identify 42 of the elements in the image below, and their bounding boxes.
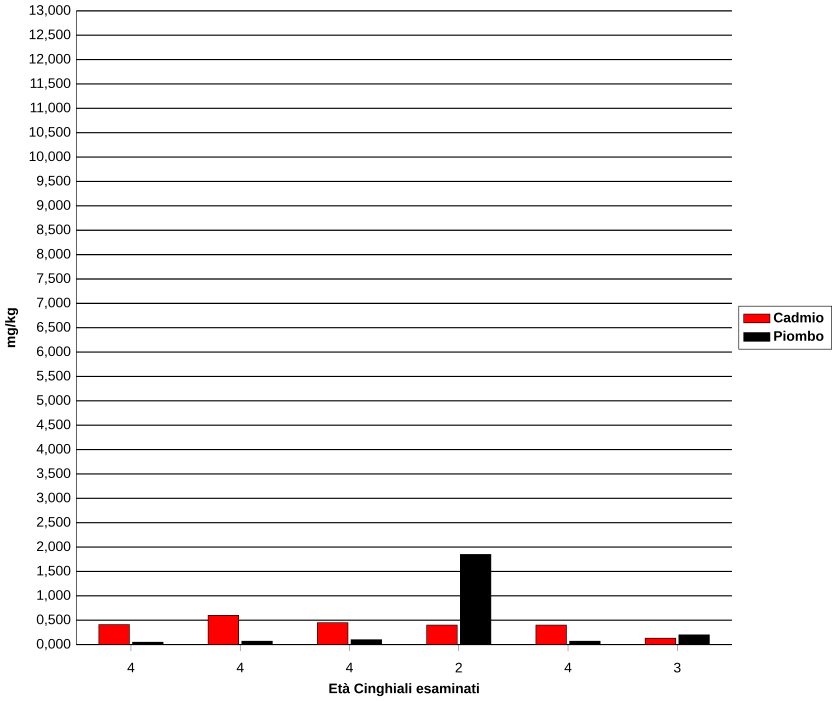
y-tick-label: 12,000	[30, 54, 70, 66]
y-tick-label: 1,000	[37, 590, 70, 602]
y-tick-label: 7,500	[37, 273, 70, 285]
y-tick-label: 0,500	[36, 614, 70, 626]
y-tick-label: 9,000	[36, 200, 70, 212]
y-tick-label: 8,000	[36, 248, 70, 260]
bar	[208, 615, 239, 644]
y-tick-label: 6,500	[37, 322, 70, 334]
y-tick-label: 0,000	[36, 638, 70, 650]
bar	[536, 624, 566, 644]
y-tick-label: 10,000	[30, 151, 70, 163]
x-tick-label: 4	[564, 662, 572, 672]
y-tick-label: 3,500	[36, 468, 70, 480]
y-tick-label: 5,000	[36, 394, 70, 406]
bar	[98, 624, 130, 644]
y-axis-title: mg/kg	[5, 308, 18, 348]
y-tick-label: 8,500	[36, 224, 70, 236]
bar	[317, 622, 348, 644]
legend-label: Piombo	[774, 330, 824, 341]
y-tick-label: 7,000	[37, 297, 70, 309]
y-tick-label: 4,500	[36, 419, 70, 431]
x-tick-label: 4	[127, 662, 134, 672]
y-tick-label: 12,500	[30, 29, 70, 41]
y-tick-label: 11,500	[30, 78, 70, 90]
y-tick-label: 2,000	[37, 541, 70, 553]
x-tick-label: 4	[236, 662, 244, 672]
y-tick-label: 2,500	[37, 516, 70, 528]
y-tick-label: 10,500	[30, 126, 70, 138]
y-tick-label: 3,000	[36, 492, 70, 504]
x-tick-label: 3	[674, 662, 681, 672]
y-tick-label: 13,000	[30, 4, 70, 16]
y-tick-label: 6,000	[37, 346, 70, 358]
y-tick-label: 9,500	[36, 176, 70, 188]
bar	[426, 624, 458, 644]
y-tick-label: 5,500	[36, 370, 70, 382]
legend-label: Cadmio	[774, 312, 824, 322]
y-tick-label: 1,500	[37, 566, 70, 578]
x-tick-label: 2	[456, 662, 462, 672]
y-tick-label: 11,000	[30, 102, 70, 114]
x-tick-label: 4	[346, 662, 353, 672]
x-axis-title: Età Cinghiali esaminati	[329, 682, 479, 696]
y-tick-label: 4,000	[36, 444, 70, 456]
